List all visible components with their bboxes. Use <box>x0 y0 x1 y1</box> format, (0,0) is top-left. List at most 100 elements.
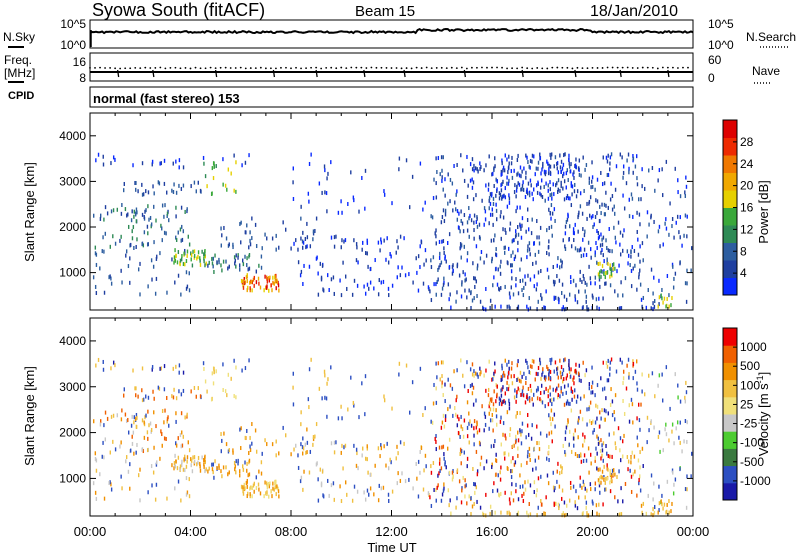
power-echo <box>95 252 98 257</box>
power-echo <box>531 153 534 158</box>
velocity-echo <box>178 370 180 375</box>
power-echo <box>677 190 679 195</box>
power-echo <box>569 224 571 229</box>
velocity-echo <box>166 419 168 424</box>
velocity-echo <box>517 386 519 391</box>
velocity-echo <box>435 487 437 492</box>
power-echo <box>679 215 681 220</box>
velocity-echo <box>597 478 600 483</box>
power-echo <box>476 294 478 299</box>
velocity-echo <box>517 438 520 443</box>
velocity-echo <box>570 389 573 394</box>
power-echo <box>565 297 568 302</box>
velocity-echo <box>389 457 391 462</box>
power-echo <box>147 231 149 236</box>
power-echo <box>517 171 519 176</box>
velocity-echo <box>579 475 581 480</box>
nave-point <box>254 67 257 70</box>
velocity-echo <box>475 485 478 490</box>
velocity-echo <box>342 466 344 471</box>
velocity-echo <box>603 475 605 480</box>
power-echo <box>541 167 543 172</box>
velocity-echo <box>639 465 641 470</box>
power-echo <box>601 242 604 247</box>
velocity-echo <box>159 456 161 461</box>
velocity-echo <box>535 388 538 393</box>
power-echo <box>617 220 620 225</box>
velocity-echo <box>305 450 307 455</box>
power-echo <box>464 272 466 277</box>
power-echo <box>208 260 210 265</box>
power-echo <box>520 174 522 179</box>
power-echo <box>340 199 342 204</box>
velocity-echo <box>639 474 641 479</box>
power-echo <box>469 162 472 167</box>
velocity-echo <box>489 418 492 423</box>
power-echo <box>268 288 270 293</box>
velocity-echo <box>143 420 145 425</box>
power-echo <box>440 260 443 265</box>
velocity-echo <box>346 492 348 497</box>
power-echo <box>636 229 638 234</box>
velocity-echo <box>395 456 397 461</box>
velocity-echo <box>481 404 483 409</box>
power-echo <box>651 166 654 171</box>
velocity-echo <box>220 432 222 437</box>
power-echo <box>517 304 520 309</box>
power-echo <box>614 235 617 240</box>
velocity-echo <box>463 384 466 389</box>
velocity-echo <box>585 500 588 505</box>
velocity-echo <box>526 460 528 465</box>
power-echo <box>674 271 677 276</box>
velocity-echo <box>489 511 491 516</box>
velocity-echo <box>295 443 297 448</box>
velocity-echo <box>462 475 464 480</box>
power-echo <box>369 267 372 272</box>
velocity-echo <box>519 473 521 478</box>
power-echo <box>197 254 199 259</box>
velocity-echo <box>526 454 529 459</box>
power-echo <box>565 196 568 201</box>
velocity-colorbar-tick-label: 500 <box>740 359 760 373</box>
velocity-echo <box>545 495 547 500</box>
power-echo <box>369 280 372 285</box>
velocity-echo <box>597 467 599 472</box>
power-echo <box>577 229 579 234</box>
power-echo <box>254 222 257 227</box>
power-echo <box>550 192 553 197</box>
power-echo <box>506 175 508 180</box>
power-echo <box>112 234 114 239</box>
velocity-echo <box>642 501 645 506</box>
velocity-echo <box>510 374 513 379</box>
velocity-echo <box>146 448 149 453</box>
velocity-echo <box>235 470 237 475</box>
velocity-echo <box>489 504 492 509</box>
velocity-echo <box>265 491 267 496</box>
velocity-colorbar-swatch <box>723 362 737 381</box>
power-echo <box>455 207 457 212</box>
velocity-echo <box>476 422 478 427</box>
velocity-echo <box>139 467 141 472</box>
velocity-echo <box>120 474 122 479</box>
velocity-echo <box>686 420 688 425</box>
velocity-echo <box>150 427 153 432</box>
velocity-echo <box>468 440 470 445</box>
velocity-echo <box>495 458 497 463</box>
velocity-echo <box>471 382 473 387</box>
power-echo <box>569 275 572 280</box>
power-echo <box>148 217 150 222</box>
velocity-echo <box>171 463 173 468</box>
power-echo <box>474 166 477 171</box>
velocity-echo <box>458 417 460 422</box>
power-echo <box>589 276 592 281</box>
power-echo <box>570 183 573 188</box>
velocity-echo <box>548 431 550 436</box>
velocity-echo <box>214 459 216 464</box>
power-echo <box>564 246 567 251</box>
velocity-echo <box>475 449 478 454</box>
nave-point <box>239 66 242 69</box>
velocity-echo <box>549 376 552 381</box>
velocity-echo <box>300 442 302 447</box>
power-echo <box>366 240 369 245</box>
velocity-echo <box>500 442 502 447</box>
